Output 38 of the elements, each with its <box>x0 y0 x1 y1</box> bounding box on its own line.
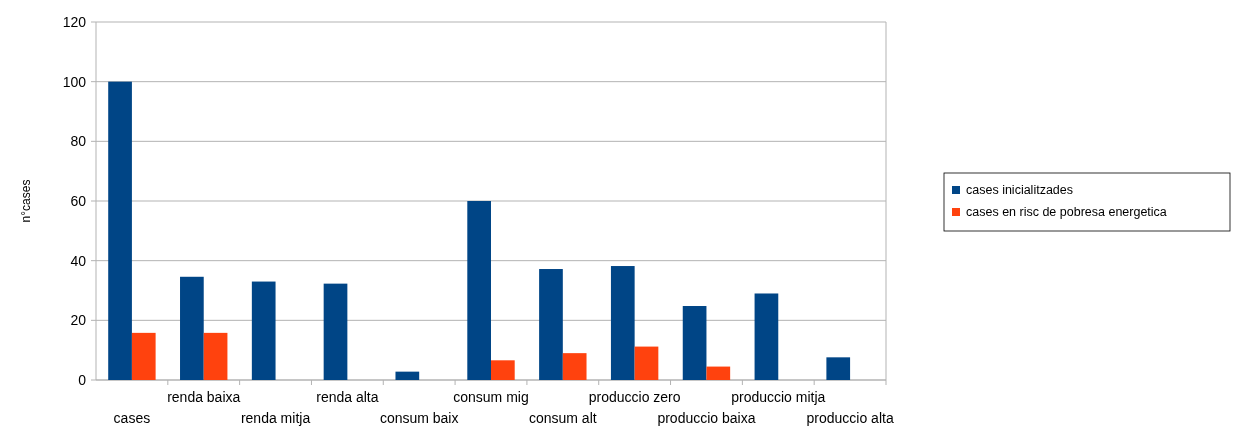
y-tick-label: 20 <box>70 312 87 329</box>
bar <box>467 201 491 380</box>
bar <box>754 293 779 380</box>
y-tick-label: 40 <box>70 252 87 269</box>
x-tick-label: consum mig <box>453 389 529 405</box>
bar <box>634 346 659 380</box>
bar <box>108 81 132 380</box>
bar <box>203 332 228 380</box>
y-tick-label: 100 <box>62 73 87 90</box>
x-tick-label: consum alt <box>528 410 597 426</box>
bar <box>491 360 515 380</box>
bar <box>610 266 635 380</box>
bar <box>180 276 204 380</box>
bar <box>395 371 420 380</box>
bar <box>539 269 563 380</box>
bar <box>682 306 707 380</box>
x-tick-label: produccio zero <box>588 389 681 405</box>
bar <box>562 353 587 380</box>
x-tick-label: produccio baixa <box>657 410 756 426</box>
x-tick-label: renda alta <box>316 389 379 405</box>
x-tick-label: renda baixa <box>167 389 241 405</box>
legend-label: cases inicialitzades <box>966 183 1073 198</box>
x-tick-label: produccio mitja <box>731 389 826 405</box>
x-tick-label: produccio alta <box>806 410 894 426</box>
legend-label: cases en risc de pobresa energetica <box>966 205 1167 220</box>
y-tick-label: 60 <box>70 192 87 209</box>
y-tick-label: 120 <box>62 13 87 30</box>
bar <box>706 366 731 380</box>
x-tick-label: cases <box>113 410 151 426</box>
x-tick-label: consum baix <box>379 410 459 426</box>
bar <box>826 357 851 380</box>
y-axis-title: n°cases <box>19 179 33 223</box>
bar <box>323 283 348 380</box>
y-tick-label: 0 <box>78 371 87 388</box>
x-tick-label: renda mitja <box>240 410 311 426</box>
bar <box>131 332 156 380</box>
bar <box>251 281 276 380</box>
y-tick-label: 80 <box>70 133 87 150</box>
